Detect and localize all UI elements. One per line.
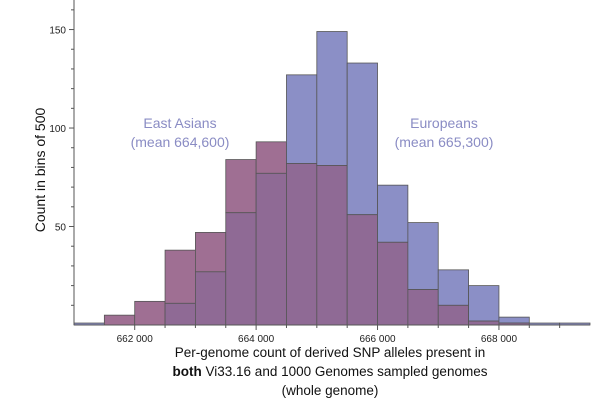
bar-east-asians-excess	[164, 249, 196, 304]
x-axis-title-span: Vi33.16 and 1000 Genomes sampled genomes	[202, 364, 488, 379]
bar-europeans-excess	[468, 285, 500, 322]
annotation-east-asians: East Asians	[143, 115, 216, 131]
bar-europeans-excess	[407, 222, 439, 290]
y-tick-label: 150	[49, 26, 66, 37]
bar-overlap	[437, 304, 469, 326]
y-tick-label: 50	[55, 223, 67, 234]
y-axis-title: Count in bins of 500	[32, 108, 48, 233]
bar-east-asians-excess	[103, 314, 136, 326]
bar-east-asians-excess	[255, 141, 287, 174]
text-layer: 662 000 664 000 666 000 668 000 50 100 150 Coun…	[32, 26, 517, 398]
bar-europeans-excess	[498, 316, 530, 324]
bar-east-asians-excess	[195, 232, 227, 273]
x-axis-title-bold: both	[173, 364, 202, 379]
axes-layer	[69, 0, 590, 330]
bar-europeans-excess	[316, 31, 348, 166]
x-axis-title-line: both Vi33.16 and 1000 Genomes sampled ge…	[173, 364, 488, 379]
x-axis-title-span: (whole genome)	[282, 383, 379, 398]
bar-europeans-excess	[377, 184, 409, 243]
bar-east-asians-excess	[225, 159, 257, 214]
bar-overlap	[346, 214, 378, 326]
bar-europeans-excess	[346, 62, 378, 216]
annotation-europeans: (mean 665,300)	[395, 134, 494, 150]
bar-overlap	[255, 172, 287, 326]
bar-overlap	[195, 271, 227, 326]
x-axis-title-line: (whole genome)	[282, 383, 379, 398]
bar-overlap	[164, 302, 196, 326]
x-tick-label: 666 000	[359, 334, 396, 345]
bar-europeans-excess	[437, 269, 469, 306]
x-axis-title-span: Per-genome count of derived SNP alleles …	[175, 345, 485, 360]
bar-overlap	[316, 165, 348, 326]
bar-overlap	[286, 163, 318, 326]
x-tick-label: 662 000	[117, 334, 154, 345]
annotation-europeans: Europeans	[410, 115, 478, 131]
bars-layer	[73, 31, 591, 326]
bar-overlap	[468, 320, 500, 326]
x-tick-label: 664 000	[238, 334, 275, 345]
y-tick-label: 100	[49, 124, 66, 135]
x-tick-label: 668 000	[481, 334, 518, 345]
bar-europeans-excess	[286, 74, 318, 164]
x-axis-title-line: Per-genome count of derived SNP alleles …	[175, 345, 485, 360]
bar-overlap	[377, 241, 409, 326]
bar-east-asians-excess	[134, 300, 166, 326]
bar-overlap	[407, 289, 439, 326]
bar-overlap	[225, 212, 257, 326]
annotation-east-asians: (mean 664,600)	[131, 134, 230, 150]
